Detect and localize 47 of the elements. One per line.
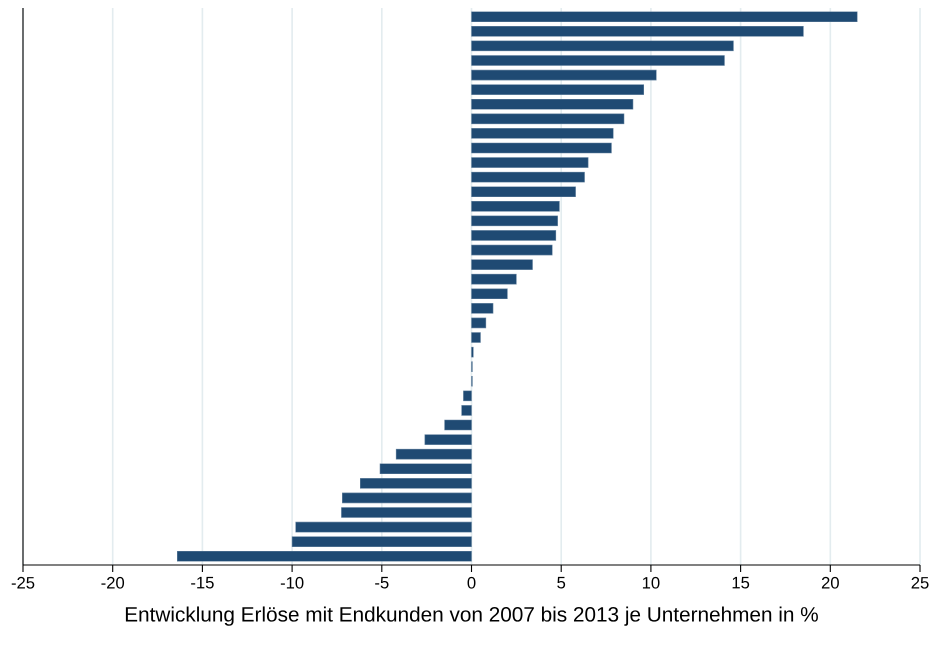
bar [471, 244, 553, 256]
bar [463, 390, 472, 402]
bar [471, 26, 804, 37]
bar [380, 463, 472, 474]
bar [444, 420, 472, 430]
bar [471, 288, 508, 300]
bar [471, 318, 486, 328]
x-tick-label: 20 [822, 576, 839, 589]
bar [341, 507, 472, 518]
bar [471, 84, 644, 95]
x-axis-title: Entwicklung Erlöse mit Endkunden von 2007 bis 2013 je Unternehmen in % [126, 606, 818, 626]
bar [177, 550, 472, 562]
x-tick-label: -5 [375, 576, 388, 588]
bar [360, 478, 472, 489]
bar [471, 216, 558, 226]
x-tick-label: -15 [191, 576, 214, 588]
bar [471, 230, 556, 241]
bar [471, 172, 585, 182]
bar [461, 405, 472, 416]
bar [471, 142, 612, 154]
bar [292, 536, 472, 547]
bar [471, 40, 734, 52]
bar [424, 434, 472, 445]
x-tick-label: 25 [912, 576, 929, 589]
bar [471, 55, 725, 66]
bar [471, 70, 657, 80]
bar [471, 114, 624, 124]
bar [295, 522, 472, 532]
x-tick-label: -25 [12, 576, 34, 589]
bar [471, 201, 560, 212]
bar [471, 157, 588, 168]
x-tick-label: 15 [732, 576, 750, 588]
bar [342, 492, 472, 504]
bar [471, 11, 858, 22]
x-tick-label: 0 [468, 576, 476, 589]
bar [471, 303, 494, 314]
x-tick-label: -20 [101, 576, 124, 589]
bar [471, 332, 481, 343]
bar [471, 186, 576, 197]
bar [396, 448, 472, 460]
bar [471, 128, 614, 139]
bar [471, 274, 517, 284]
x-tick-label: -10 [280, 576, 304, 589]
bar [471, 98, 634, 110]
bar [471, 259, 533, 270]
x-tick-label: 10 [642, 576, 660, 589]
x-tick-label: 5 [557, 576, 566, 588]
